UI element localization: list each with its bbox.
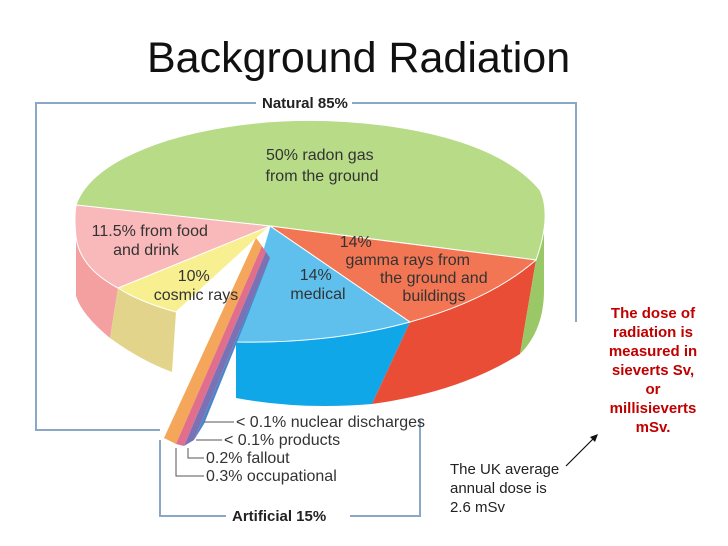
artificial-wedges	[164, 238, 270, 446]
label-gamma-line-1: 14%	[340, 234, 372, 251]
slice-side-cosmic	[110, 288, 176, 372]
units-note-line: or	[645, 381, 661, 398]
slice-nuclear	[194, 258, 270, 440]
dose-arrow-head	[590, 434, 598, 442]
label-gamma: 14% gamma rays from the ground and build…	[340, 234, 492, 305]
pie-sides	[76, 232, 544, 406]
label-gamma-line-2: gamma rays from	[346, 252, 470, 269]
label-medical-line-1: 14%	[300, 267, 332, 284]
group-label-artificial: Artificial 15%	[232, 508, 326, 525]
label-medical-line-2: medical	[290, 286, 345, 303]
slice-fallout	[176, 246, 266, 446]
units-note-line: measured in	[608, 343, 698, 360]
label-cosmic-line-2: cosmic rays	[154, 287, 238, 304]
label-cosmic-line-1: 10%	[178, 268, 210, 285]
dose-arrow	[565, 434, 598, 467]
label-gamma-line-4: buildings	[402, 288, 465, 305]
units-note-line: millisieverts	[609, 400, 697, 417]
pie-top	[74, 119, 546, 343]
label-food-line-1: 11.5% from food	[92, 223, 208, 240]
label-gamma-line-3: the ground and	[380, 270, 488, 287]
leader-occupational	[175, 448, 204, 477]
group-label-natural: Natural 85%	[262, 95, 348, 112]
label-cosmic: 10% cosmic rays	[154, 268, 238, 304]
slice-side-medical	[236, 322, 410, 406]
units-note-line: mSv.	[635, 419, 671, 436]
slice-top-medical	[235, 225, 412, 343]
label-nuclear: < 0.1% nuclear discharges	[236, 414, 425, 431]
slice-top-radon	[75, 119, 546, 261]
units-note-line: sieverts Sv,	[611, 362, 695, 379]
slice-occupational	[164, 238, 262, 444]
units-note-line: The dose of	[610, 305, 696, 322]
slice-products	[184, 252, 270, 446]
label-food: 11.5% from food and drink	[92, 223, 213, 259]
artificial-bracket	[159, 420, 421, 517]
units-note: The dose of radiation is measured in sie…	[594, 304, 712, 437]
label-products: < 0.1% products	[224, 432, 340, 449]
label-radon: 50% radon gas from the ground	[266, 147, 379, 185]
label-food-line-2: and drink	[113, 242, 180, 259]
annual-dose-line: 2.6 mSv	[450, 499, 506, 516]
slice-top-food	[74, 204, 271, 289]
slice-side-radon	[520, 232, 544, 354]
page-title: Background Radiation	[147, 34, 571, 82]
label-radon-line-1: 50% radon gas	[266, 147, 374, 164]
annual-dose-line: The UK average	[450, 461, 560, 478]
annual-dose-note: The UK average annual dose is 2.6 mSv	[450, 460, 600, 517]
leader-fallout	[187, 448, 204, 459]
leader-lines	[175, 421, 234, 477]
natural-bracket	[35, 102, 577, 431]
label-occupational: 0.3% occupational	[206, 468, 337, 485]
label-fallout: 0.2% fallout	[206, 450, 290, 467]
slice-top-gamma	[269, 225, 538, 323]
dose-arrow-line	[565, 438, 594, 467]
annual-dose-line: annual dose is	[450, 480, 547, 497]
units-note-line: radiation is	[612, 324, 694, 341]
label-radon-line-2: from the ground	[266, 168, 379, 185]
small-slice-labels: < 0.1% nuclear discharges < 0.1% product…	[206, 414, 425, 485]
slice-side-gamma	[372, 260, 536, 404]
label-medical: 14% medical	[290, 267, 345, 303]
